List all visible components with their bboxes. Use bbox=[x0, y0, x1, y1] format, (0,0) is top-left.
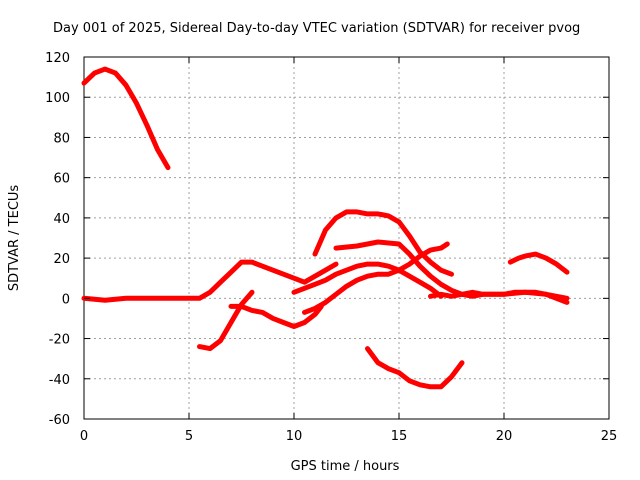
x-axis-label: GPS time / hours bbox=[291, 459, 400, 474]
series-sat-a bbox=[81, 66, 171, 171]
series-sat-e bbox=[291, 261, 444, 299]
series-sat-j bbox=[428, 289, 570, 301]
x-tick-label: 5 bbox=[185, 429, 193, 444]
x-tick-label: 25 bbox=[601, 429, 618, 444]
series-sat-b bbox=[81, 259, 339, 303]
plot-frame bbox=[83, 56, 610, 420]
x-tick-label: 20 bbox=[496, 429, 513, 444]
x-tick-label: 0 bbox=[80, 429, 88, 444]
series-sat-g bbox=[312, 209, 454, 277]
data-series-group bbox=[81, 66, 570, 390]
y-tick-label: 20 bbox=[53, 252, 70, 267]
series-sat-c bbox=[197, 289, 255, 352]
axis-ticks: 0 5 10 15 20 25 -60 -40 -20 0 20 40 60 80 100 120 bbox=[45, 51, 617, 444]
y-tick-label: -60 bbox=[49, 413, 70, 428]
y-tick-label: 100 bbox=[45, 91, 70, 106]
y-tick-label: 60 bbox=[53, 172, 70, 187]
series-sat-d bbox=[228, 303, 324, 329]
y-tick-label: -20 bbox=[49, 333, 70, 348]
grid-lines bbox=[84, 57, 609, 419]
y-axis-label: SDTVAR / TECUs bbox=[7, 185, 22, 292]
series-sat-i bbox=[365, 346, 465, 390]
x-tick-label: 15 bbox=[391, 429, 408, 444]
x-tick-label: 10 bbox=[286, 429, 303, 444]
y-tick-label: 40 bbox=[53, 212, 70, 227]
y-tick-label: -40 bbox=[49, 373, 70, 388]
series-sat-f bbox=[302, 241, 450, 315]
y-tick-label: 120 bbox=[45, 51, 70, 66]
series-sat-k bbox=[507, 251, 570, 275]
chart-title: Day 001 of 2025, Sidereal Day-to-day VTE… bbox=[53, 21, 580, 36]
y-tick-label: 80 bbox=[53, 131, 70, 146]
y-tick-label: 0 bbox=[62, 292, 70, 307]
